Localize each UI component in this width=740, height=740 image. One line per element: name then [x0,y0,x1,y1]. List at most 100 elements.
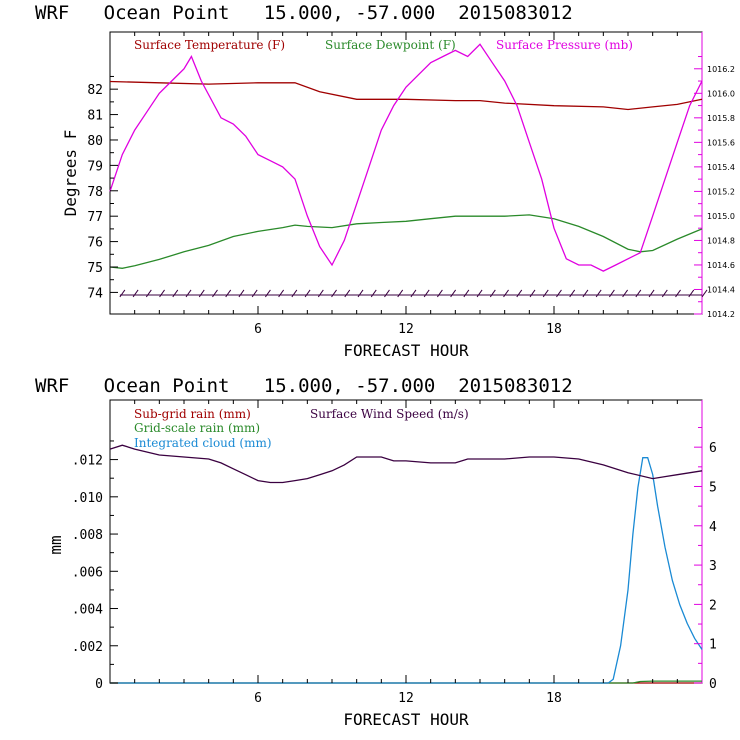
wind-barb [608,289,615,298]
bottom-y2-tick-label: 2 [709,598,717,613]
top-y-tick-label: 78 [87,185,103,200]
wind-barb [172,289,179,298]
wind-barb [661,289,668,298]
legend-integrated-cloud: Integrated cloud (mm) [134,436,272,450]
wind-barb [304,289,311,298]
wind-barb [119,289,126,298]
legend-subgrid-rain: Sub-grid rain (mm) [134,407,251,421]
wind-barb [675,289,681,298]
wind-barb [370,289,377,298]
legend-surface-dewpoint: Surface Dewpoint (F) [325,38,456,52]
wind-barb [529,289,536,298]
top-y-axis-label: Degrees F [61,130,80,217]
wind-barb [410,289,417,298]
wind-barb [450,289,457,298]
bottom-y-axis-label: mm [46,535,65,554]
bottom-y-tick-label: .002 [72,640,103,655]
bottom-y2-tick-label: 3 [709,559,717,574]
surface-pressure-line [109,43,703,272]
wind-barb [384,289,390,298]
wind-barb [397,289,404,298]
bottom-y2-tick-label: 6 [709,441,717,456]
surface-temperature-line [109,80,703,111]
bottom-y-tick-label: .008 [72,528,103,543]
wind-barb [344,289,351,298]
bottom-x-tick-label: 18 [546,691,562,706]
top-y-tick-label: 79 [87,159,103,174]
wind-barb [291,289,298,298]
top-x-tick-label: 18 [546,322,562,337]
top-y-tick-label: 81 [87,109,103,124]
bottom-x-tick-label: 6 [254,691,262,706]
legend-gridscale-rain: Grid-scale rain (mm) [134,421,260,435]
top-y2-tick-label: 1015.8 [707,114,735,123]
bottom-y2-tick-label: 5 [709,480,717,495]
legend-surface-pressure: Surface Pressure (mb) [496,38,633,52]
wind-barb [436,289,443,298]
bottom-y-tick-label: 0 [95,677,103,692]
bottom-y2-tick-label: 1 [709,638,717,653]
wind-barb [489,289,496,298]
top-y-tick-label: 74 [87,286,103,301]
wind-barb [648,289,655,298]
top-y-tick-label: 82 [87,83,103,98]
wind-barb [556,289,562,298]
wind-barb [357,289,364,298]
top-y2-tick-label: 1014.2 [707,310,735,319]
wind-barb [463,289,470,298]
wind-barb [317,289,324,298]
wind-barb [622,289,629,298]
top-x-tick-label: 6 [254,322,262,337]
top-y-tick-label: 76 [87,236,103,251]
top-y2-tick-label: 1016.0 [707,89,735,98]
wind-barb [212,289,218,298]
wind-barb [264,289,271,298]
legend-surface-wind-speed: Surface Wind Speed (m/s) [310,407,469,421]
top-y-tick-label: 75 [87,261,103,276]
bottom-y2-tick-label: 4 [709,520,717,535]
bottom-y2-tick-label: 0 [709,677,717,692]
top-y2-tick-label: 1015.6 [707,138,735,147]
top-x-axis-label: FORECAST HOUR [343,341,469,360]
top-y-tick-label: 80 [87,134,103,149]
wind-barb [185,289,192,298]
wind-barb [132,289,139,298]
wind-barb [159,289,165,298]
surface-wind-speed-line [109,444,703,484]
wind-barb [251,289,258,298]
wind-barb [225,289,232,298]
wind-barb [542,289,549,298]
top-y2-tick-label: 1014.8 [707,236,735,245]
wind-barb [516,289,523,298]
wind-barb [582,289,589,298]
wind-barb [595,289,602,298]
top-y-tick-label: 77 [87,210,103,225]
wind-barb [569,289,576,298]
wind-barb [688,289,695,298]
legend-surface-temperature: Surface Temperature (F) [134,38,285,52]
top-y2-tick-label: 1014.4 [707,285,735,294]
bottom-x-axis-label: FORECAST HOUR [343,710,469,729]
wind-barb [503,289,509,298]
wind-barb [635,289,642,298]
bottom-y-tick-label: .012 [72,454,103,469]
wind-barb [278,289,285,298]
top-y2-tick-label: 1014.6 [707,261,735,270]
wind-barb [238,289,245,298]
integrated-cloud-line [110,457,703,684]
top-y2-tick-label: 1015.0 [707,212,735,221]
wind-barb [331,289,337,298]
wind-barb [476,289,483,298]
bottom-y-tick-label: .004 [72,603,103,618]
top-y2-tick-label: 1016.2 [707,65,735,74]
wind-barb [423,289,430,298]
wind-barb [198,289,205,298]
wind-barb [145,289,152,298]
bottom-x-tick-label: 12 [398,691,414,706]
bottom-chart-title: WRF Ocean Point 15.000, -57.000 20150830… [35,375,573,397]
top-chart-title: WRF Ocean Point 15.000, -57.000 20150830… [35,2,573,24]
top-x-tick-label: 12 [398,322,414,337]
top-y2-tick-label: 1015.2 [707,187,735,196]
